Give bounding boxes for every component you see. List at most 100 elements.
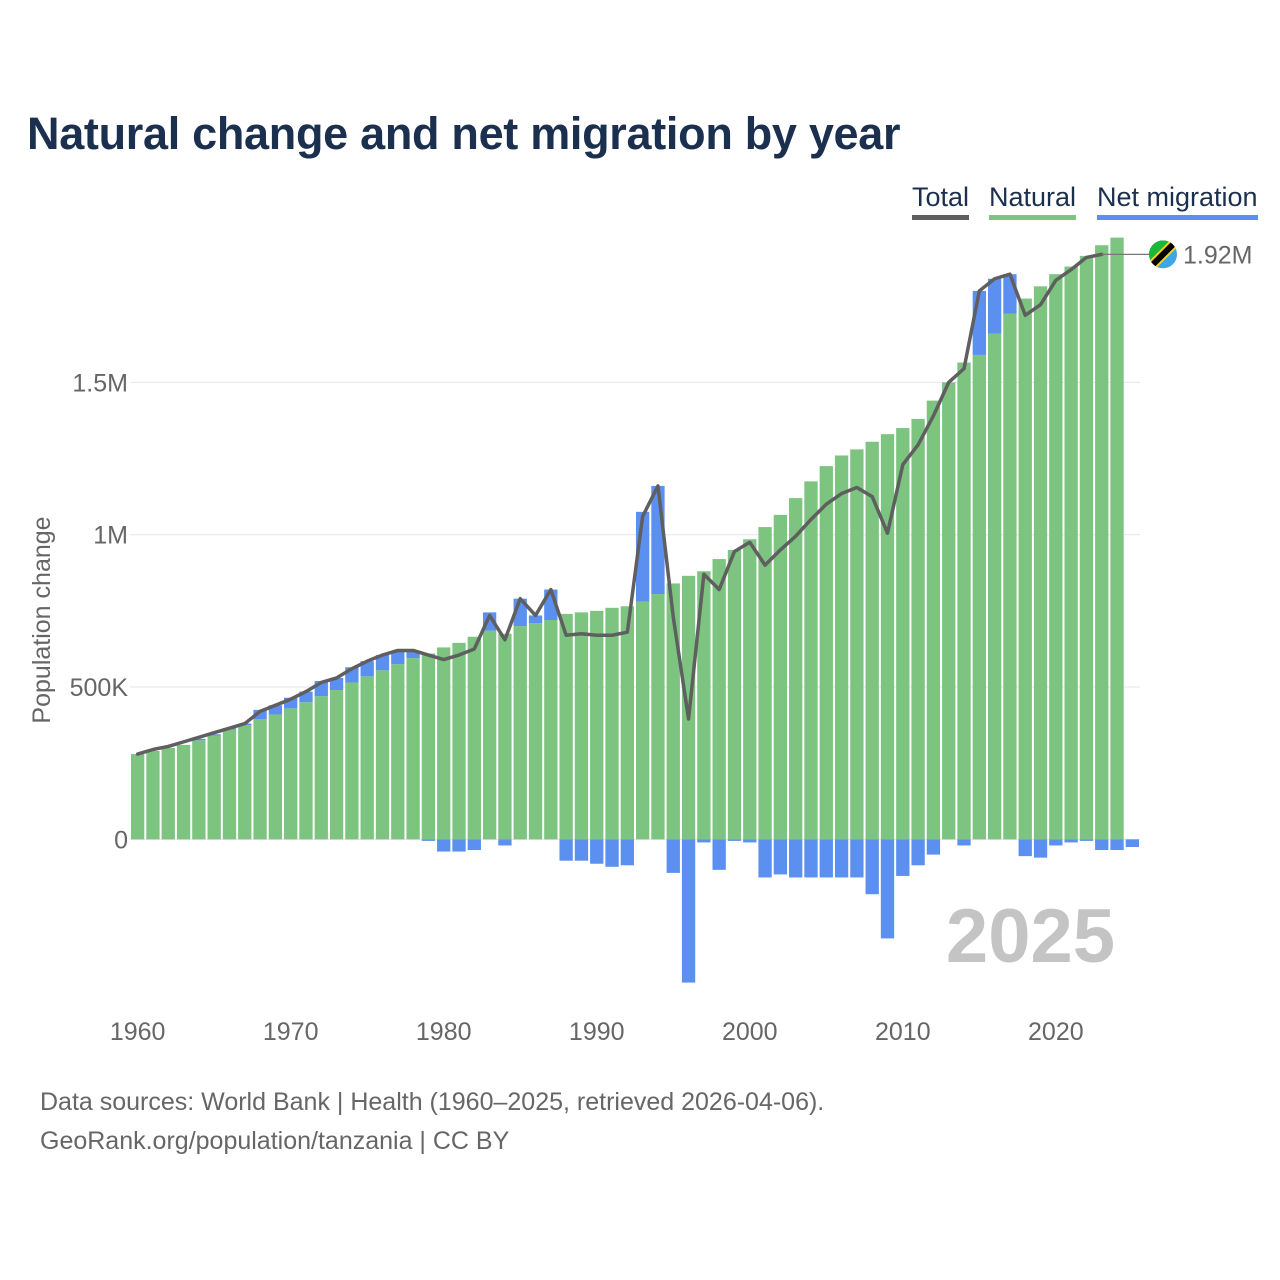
natural-bar bbox=[926, 400, 941, 840]
net-migration-bar bbox=[1018, 839, 1032, 857]
natural-bar bbox=[1110, 237, 1124, 840]
net-migration-bar bbox=[743, 839, 757, 843]
chart-title: Natural change and net migration by year bbox=[27, 108, 901, 159]
natural-bar bbox=[146, 751, 160, 840]
natural-bar bbox=[238, 725, 252, 840]
net-migration-bar bbox=[528, 615, 543, 624]
source-link[interactable]: GeoRank.org/population/tanzania | CC BY bbox=[40, 1127, 510, 1155]
natural-bar bbox=[299, 702, 313, 840]
net-migration-bar bbox=[773, 839, 788, 875]
legend-net-migration[interactable]: Net migration bbox=[1097, 182, 1258, 220]
natural-bar bbox=[1064, 266, 1078, 840]
net-migration-bar bbox=[299, 691, 313, 703]
natural-bar bbox=[253, 719, 267, 840]
net-migration-bar bbox=[896, 839, 910, 876]
natural-bar bbox=[1018, 298, 1032, 840]
x-tick-label: 2020 bbox=[1028, 1018, 1084, 1046]
net-migration-bar bbox=[987, 278, 1002, 334]
natural-bar bbox=[957, 362, 971, 840]
net-migration-bar bbox=[712, 839, 726, 870]
bars bbox=[131, 237, 1139, 983]
net-migration-bar bbox=[207, 734, 221, 736]
natural-bar bbox=[131, 754, 145, 840]
net-migration-bar bbox=[1079, 839, 1094, 841]
net-migration-bar bbox=[1095, 839, 1109, 851]
year-watermark: 2025 bbox=[946, 894, 1115, 979]
net-migration-bar bbox=[850, 839, 864, 878]
natural-bar bbox=[972, 354, 986, 840]
x-tick-label: 1980 bbox=[416, 1018, 472, 1046]
net-migration-bar bbox=[329, 677, 344, 691]
natural-bar bbox=[1079, 255, 1094, 840]
net-migration-bar bbox=[391, 651, 405, 665]
natural-bar bbox=[743, 539, 757, 840]
net-migration-bar bbox=[192, 738, 206, 741]
natural-bar bbox=[987, 333, 1002, 840]
end-value-label: 1.92M bbox=[1183, 241, 1252, 269]
total-line bbox=[135, 252, 1104, 756]
natural-bar bbox=[268, 714, 283, 840]
x-tick-label: 2000 bbox=[722, 1018, 778, 1046]
natural-bar bbox=[360, 676, 374, 840]
tanzania-flag-icon bbox=[1149, 240, 1177, 269]
net-migration-bar bbox=[758, 839, 772, 878]
x-axis-ticks: 1960 1970 1980 1990 2000 2010 2020 bbox=[110, 1018, 1084, 1046]
net-migration-bar bbox=[421, 839, 436, 841]
net-migration-bar bbox=[911, 839, 925, 866]
net-migration-bar bbox=[375, 655, 390, 671]
legend-natural[interactable]: Natural bbox=[989, 182, 1077, 220]
natural-bar bbox=[284, 708, 298, 840]
natural-bar bbox=[1033, 286, 1048, 840]
natural-bar bbox=[1049, 274, 1063, 840]
net-migration-bar bbox=[498, 839, 512, 846]
natural-bar bbox=[467, 636, 481, 840]
natural-bar bbox=[1095, 245, 1109, 840]
net-migration-bar bbox=[1064, 839, 1078, 843]
natural-bar bbox=[712, 559, 726, 840]
x-tick-label: 1960 bbox=[110, 1018, 166, 1046]
total-line-layer bbox=[135, 252, 1104, 756]
natural-bar bbox=[452, 642, 466, 840]
natural-bar bbox=[651, 594, 665, 840]
legend-total[interactable]: Total bbox=[912, 182, 970, 220]
net-migration-bar bbox=[804, 839, 818, 878]
net-migration-bar bbox=[834, 839, 849, 878]
x-tick-label: 1970 bbox=[263, 1018, 319, 1046]
x-tick-label: 1990 bbox=[569, 1018, 625, 1046]
natural-bar bbox=[513, 626, 527, 840]
net-migration-bar bbox=[789, 839, 803, 878]
y-tick-label: 500K bbox=[70, 674, 129, 702]
natural-bar bbox=[911, 418, 925, 840]
natural-bar bbox=[758, 527, 772, 840]
x-tick-label: 2010 bbox=[875, 1018, 931, 1046]
net-migration-bar bbox=[1003, 274, 1017, 314]
natural-bar bbox=[329, 690, 344, 840]
net-migration-bar bbox=[360, 661, 374, 677]
natural-bar bbox=[880, 434, 895, 840]
natural-bar bbox=[345, 682, 359, 840]
net-migration-bar bbox=[268, 705, 283, 715]
natural-bar bbox=[590, 610, 604, 840]
net-migration-bar bbox=[957, 839, 971, 846]
y-tick-label: 1.5M bbox=[72, 369, 128, 397]
natural-bar bbox=[375, 670, 390, 840]
natural-bar bbox=[773, 514, 788, 840]
natural-bar bbox=[1003, 313, 1017, 840]
natural-bar bbox=[942, 382, 956, 840]
natural-bar bbox=[834, 455, 849, 840]
net-migration-bar bbox=[865, 839, 879, 895]
net-migration-bar bbox=[605, 839, 619, 867]
net-migration-bar bbox=[437, 839, 451, 852]
net-migration-bar bbox=[406, 650, 420, 659]
natural-bar bbox=[222, 729, 237, 840]
end-marker: 1.92M bbox=[1101, 240, 1252, 269]
natural-bar bbox=[498, 633, 512, 840]
natural-bar bbox=[421, 653, 436, 840]
natural-bar bbox=[192, 740, 206, 840]
natural-bar bbox=[697, 571, 711, 840]
natural-bar bbox=[819, 466, 833, 840]
source-note: Data sources: World Bank | Health (1960–… bbox=[40, 1088, 825, 1116]
natural-bar bbox=[528, 623, 543, 840]
net-migration-bar bbox=[727, 839, 742, 841]
